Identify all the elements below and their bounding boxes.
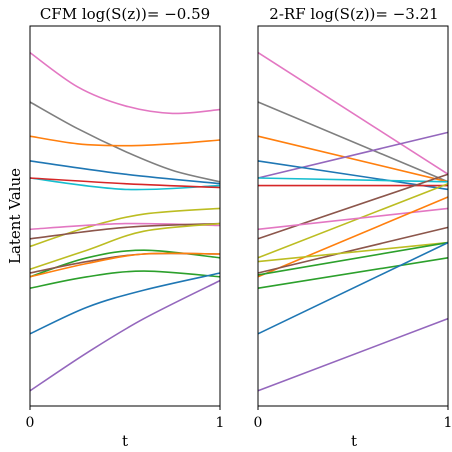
series-line-cfm-1 bbox=[29, 101, 221, 183]
series-line-2rf-13 bbox=[257, 257, 449, 289]
panel-2rf: 2-RF log(S(z))= −3.21 0 1 t bbox=[254, 5, 452, 450]
series-line-2rf-11 bbox=[257, 226, 449, 274]
series-line-2rf-5 bbox=[257, 177, 449, 183]
series-line-2rf-7 bbox=[257, 173, 449, 240]
x-tick-label-2rf-1: 1 bbox=[444, 415, 452, 431]
series-line-2rf-2 bbox=[257, 135, 449, 183]
series-group-2rf bbox=[257, 51, 449, 392]
series-line-cfm-0 bbox=[29, 51, 221, 115]
series-line-cfm-15 bbox=[29, 279, 221, 392]
series-line-2rf-0 bbox=[257, 51, 449, 175]
series-line-cfm-5 bbox=[29, 177, 221, 189]
y-axis-label: Latent Value bbox=[6, 168, 24, 264]
x-tick-label-cfm-1: 1 bbox=[216, 415, 225, 431]
series-line-cfm-14 bbox=[29, 272, 221, 335]
series-line-cfm-12 bbox=[29, 252, 221, 278]
x-axis-label-cfm: t bbox=[122, 432, 128, 450]
panel-title-2rf: 2-RF log(S(z))= −3.21 bbox=[269, 5, 438, 23]
series-line-cfm-9 bbox=[29, 222, 221, 270]
series-line-cfm-6 bbox=[29, 207, 221, 248]
series-line-2rf-8 bbox=[257, 182, 449, 259]
series-line-cfm-13 bbox=[29, 270, 221, 289]
series-line-2rf-16 bbox=[257, 317, 449, 392]
x-tick-label-2rf-0: 0 bbox=[254, 415, 263, 431]
series-line-2rf-10 bbox=[257, 196, 449, 278]
panel-title-cfm: CFM log(S(z))= −0.59 bbox=[40, 5, 210, 23]
series-line-cfm-2 bbox=[29, 135, 221, 147]
series-line-2rf-3 bbox=[257, 131, 449, 179]
series-line-2rf-1 bbox=[257, 101, 449, 183]
panel-cfm: CFM log(S(z))= −0.59 0 1 t bbox=[26, 5, 225, 450]
series-line-2rf-9 bbox=[257, 207, 449, 231]
x-tick-label-cfm-0: 0 bbox=[26, 415, 35, 431]
plot-frame-cfm bbox=[29, 25, 221, 407]
plot-frame-2rf bbox=[257, 25, 449, 407]
series-group-cfm bbox=[29, 51, 221, 392]
series-line-cfm-3 bbox=[29, 160, 221, 185]
x-axis-label-2rf: t bbox=[351, 432, 357, 450]
series-line-2rf-12 bbox=[257, 241, 449, 263]
series-line-2rf-14 bbox=[257, 241, 449, 276]
series-line-2rf-15 bbox=[257, 241, 449, 335]
series-line-cfm-8 bbox=[29, 222, 221, 240]
